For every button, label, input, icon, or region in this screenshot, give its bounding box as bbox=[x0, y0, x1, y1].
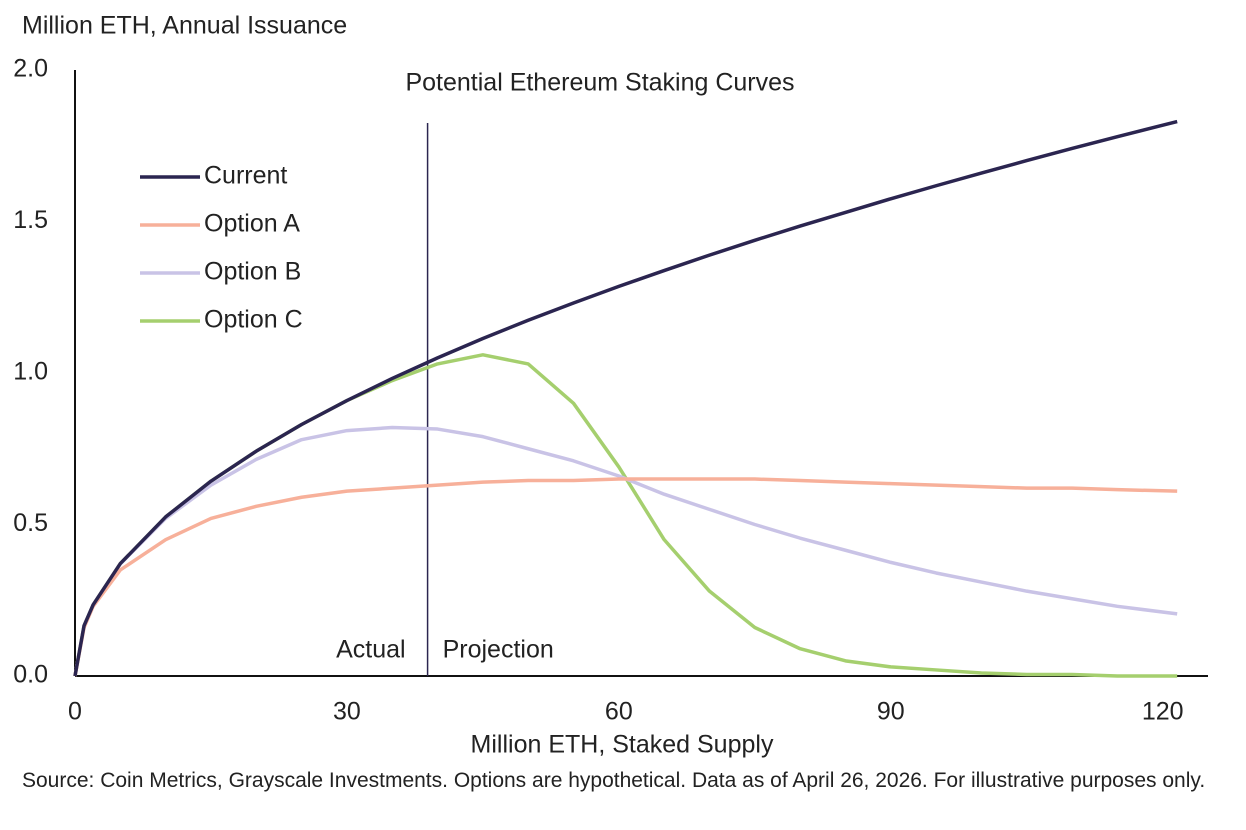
x-tick-label: 30 bbox=[333, 698, 361, 726]
divider-right-label: Projection bbox=[443, 636, 554, 664]
y-tick-label: 1.5 bbox=[13, 206, 48, 234]
legend-label: Option C bbox=[204, 306, 303, 334]
x-tick-label: 60 bbox=[605, 698, 633, 726]
series-line bbox=[73, 425, 1178, 677]
series-line bbox=[73, 477, 1178, 677]
source-note: Source: Coin Metrics, Grayscale Investme… bbox=[22, 769, 1206, 792]
chart-title: Potential Ethereum Staking Curves bbox=[405, 69, 794, 97]
legend-label: Option A bbox=[204, 210, 300, 238]
x-tick-label: 0 bbox=[68, 698, 82, 726]
y-tick-label: 2.0 bbox=[13, 55, 48, 83]
chart: Million ETH, Annual Issuance Potential E… bbox=[13, 12, 1208, 759]
divider-left-label: Actual bbox=[336, 636, 405, 664]
x-axis-label: Million ETH, Staked Supply bbox=[471, 731, 774, 759]
y-axis-label: Million ETH, Annual Issuance bbox=[22, 12, 347, 40]
series-line bbox=[73, 353, 1178, 678]
x-tick-label: 90 bbox=[877, 698, 905, 726]
y-tick-label: 1.0 bbox=[13, 358, 48, 386]
y-tick-label: 0.5 bbox=[13, 509, 48, 537]
y-tick-label: 0.0 bbox=[13, 661, 48, 689]
legend-label: Option B bbox=[204, 258, 301, 286]
series-line bbox=[73, 119, 1178, 677]
x-tick-label: 120 bbox=[1142, 698, 1184, 726]
legend-label: Current bbox=[204, 162, 287, 190]
